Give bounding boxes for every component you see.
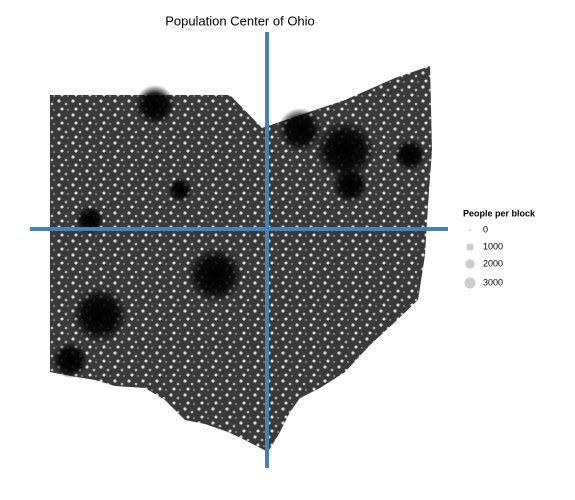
city-blob [315, 120, 375, 180]
legend-label: 0 [483, 224, 488, 234]
city-blob [135, 85, 175, 125]
city-blob [278, 108, 322, 152]
legend-size-key [465, 259, 475, 269]
chart-title: Population Center of Ohio [165, 13, 315, 28]
city-blob [187, 247, 243, 303]
ohio-shape [50, 66, 432, 452]
city-blob [332, 167, 368, 203]
city-blob [168, 178, 192, 202]
legend-label: 1000 [483, 241, 503, 251]
legend-label: 3000 [483, 277, 503, 287]
city-blob [52, 342, 88, 378]
legend-size-key [469, 229, 471, 231]
city-blob [72, 287, 128, 343]
city-blob [394, 139, 426, 171]
cities [52, 85, 426, 378]
legend-size-key [466, 243, 474, 251]
legend-size-key [464, 277, 476, 289]
legend-label: 2000 [483, 258, 503, 268]
legend-title: People per block [463, 208, 536, 218]
